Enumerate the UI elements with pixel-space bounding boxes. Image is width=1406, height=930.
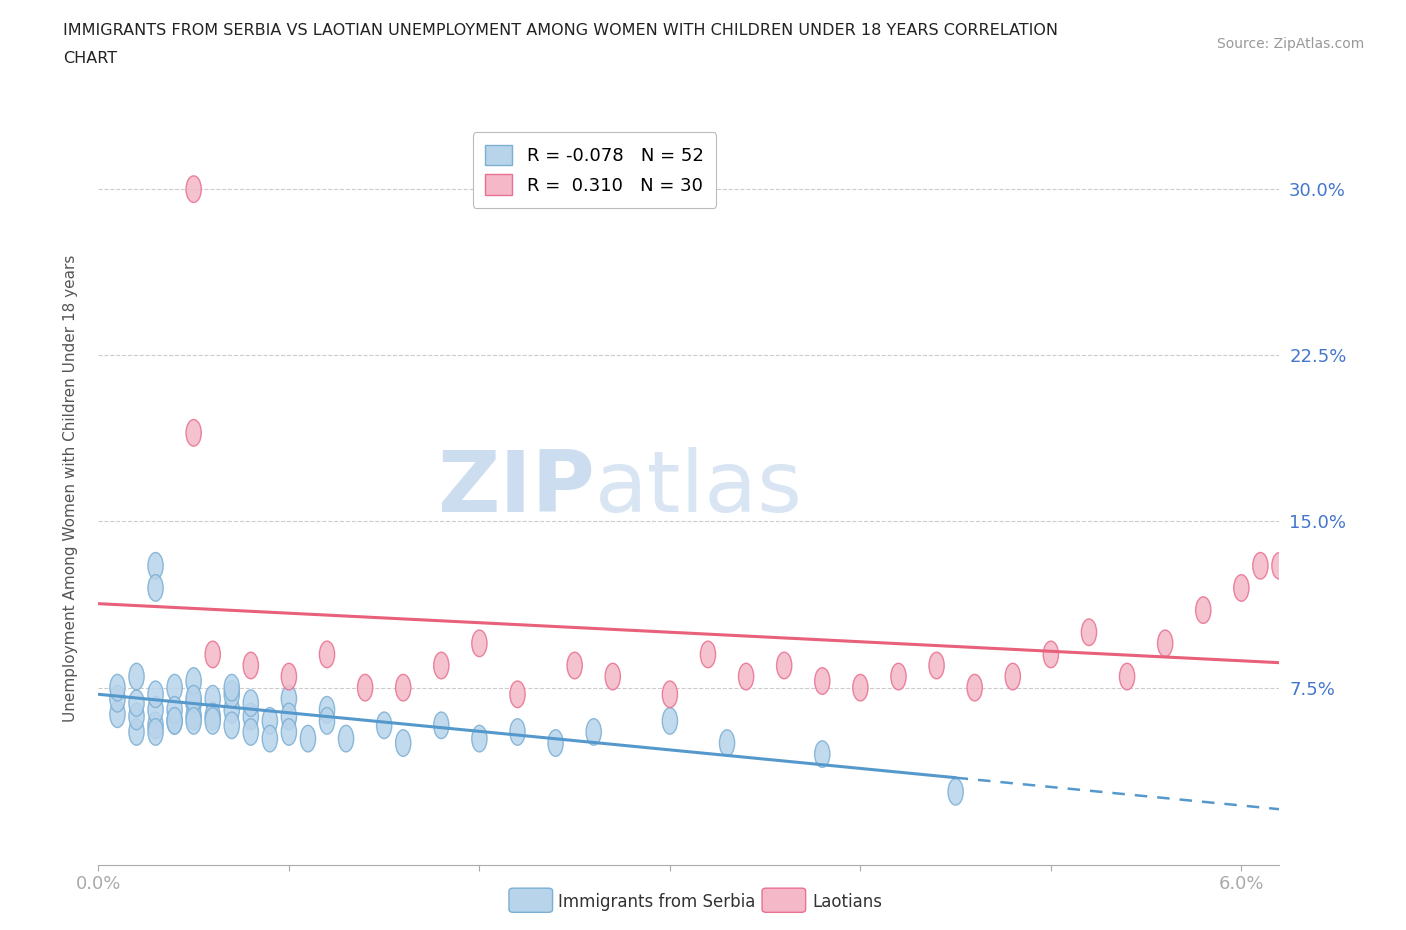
Ellipse shape xyxy=(186,668,201,695)
Ellipse shape xyxy=(567,652,582,679)
Y-axis label: Unemployment Among Women with Children Under 18 years: Unemployment Among Women with Children U… xyxy=(63,255,77,722)
Ellipse shape xyxy=(281,703,297,730)
Ellipse shape xyxy=(433,652,449,679)
Ellipse shape xyxy=(281,685,297,712)
Text: Laotians: Laotians xyxy=(813,893,883,911)
Ellipse shape xyxy=(224,674,239,701)
Ellipse shape xyxy=(1272,552,1286,579)
Ellipse shape xyxy=(1233,575,1249,602)
Ellipse shape xyxy=(662,681,678,708)
Text: IMMIGRANTS FROM SERBIA VS LAOTIAN UNEMPLOYMENT AMONG WOMEN WITH CHILDREN UNDER 1: IMMIGRANTS FROM SERBIA VS LAOTIAN UNEMPL… xyxy=(63,23,1059,38)
Ellipse shape xyxy=(662,708,678,734)
Ellipse shape xyxy=(357,674,373,701)
Ellipse shape xyxy=(510,719,524,745)
Text: Source: ZipAtlas.com: Source: ZipAtlas.com xyxy=(1216,37,1364,51)
Ellipse shape xyxy=(281,719,297,745)
Ellipse shape xyxy=(339,725,354,752)
Ellipse shape xyxy=(129,663,145,690)
Ellipse shape xyxy=(1119,663,1135,690)
Ellipse shape xyxy=(205,703,221,730)
Ellipse shape xyxy=(738,663,754,690)
Ellipse shape xyxy=(1005,663,1021,690)
Ellipse shape xyxy=(472,725,486,752)
FancyBboxPatch shape xyxy=(762,888,806,912)
Ellipse shape xyxy=(776,652,792,679)
Legend: R = -0.078   N = 52, R =  0.310   N = 30: R = -0.078 N = 52, R = 0.310 N = 30 xyxy=(472,132,716,208)
Ellipse shape xyxy=(377,712,392,738)
Ellipse shape xyxy=(814,668,830,695)
Ellipse shape xyxy=(700,641,716,668)
Ellipse shape xyxy=(948,778,963,805)
Ellipse shape xyxy=(186,176,201,203)
Ellipse shape xyxy=(129,690,145,716)
Ellipse shape xyxy=(129,719,145,745)
Ellipse shape xyxy=(148,681,163,708)
Ellipse shape xyxy=(186,685,201,712)
Ellipse shape xyxy=(243,652,259,679)
Ellipse shape xyxy=(814,741,830,767)
FancyBboxPatch shape xyxy=(509,888,553,912)
Ellipse shape xyxy=(110,701,125,727)
Ellipse shape xyxy=(167,708,183,734)
Ellipse shape xyxy=(853,674,868,701)
Ellipse shape xyxy=(605,663,620,690)
Ellipse shape xyxy=(1195,597,1211,623)
Ellipse shape xyxy=(243,719,259,745)
Ellipse shape xyxy=(148,712,163,738)
Ellipse shape xyxy=(929,652,945,679)
Ellipse shape xyxy=(319,641,335,668)
Ellipse shape xyxy=(263,708,277,734)
Ellipse shape xyxy=(967,674,983,701)
Ellipse shape xyxy=(720,730,735,756)
Ellipse shape xyxy=(224,697,239,724)
Ellipse shape xyxy=(167,674,183,701)
Ellipse shape xyxy=(148,552,163,579)
Ellipse shape xyxy=(586,719,602,745)
Text: CHART: CHART xyxy=(63,51,117,66)
Ellipse shape xyxy=(301,725,315,752)
Ellipse shape xyxy=(263,725,277,752)
Ellipse shape xyxy=(224,712,239,738)
Ellipse shape xyxy=(1157,630,1173,657)
Ellipse shape xyxy=(243,703,259,730)
Ellipse shape xyxy=(148,719,163,745)
Text: ZIP: ZIP xyxy=(437,446,595,530)
Ellipse shape xyxy=(510,681,524,708)
Ellipse shape xyxy=(243,690,259,716)
Ellipse shape xyxy=(167,697,183,724)
Ellipse shape xyxy=(319,708,335,734)
Ellipse shape xyxy=(205,708,221,734)
Ellipse shape xyxy=(1081,619,1097,645)
Text: Immigrants from Serbia: Immigrants from Serbia xyxy=(558,893,755,911)
Ellipse shape xyxy=(224,681,239,708)
Ellipse shape xyxy=(1043,641,1059,668)
Ellipse shape xyxy=(148,575,163,602)
Ellipse shape xyxy=(433,712,449,738)
Ellipse shape xyxy=(281,663,297,690)
Ellipse shape xyxy=(205,641,221,668)
Ellipse shape xyxy=(186,708,201,734)
Ellipse shape xyxy=(186,690,201,716)
Ellipse shape xyxy=(395,674,411,701)
Text: atlas: atlas xyxy=(595,446,803,530)
Ellipse shape xyxy=(129,703,145,730)
Ellipse shape xyxy=(472,630,486,657)
Ellipse shape xyxy=(110,674,125,701)
Ellipse shape xyxy=(891,663,905,690)
Ellipse shape xyxy=(186,419,201,446)
Ellipse shape xyxy=(110,685,125,712)
Ellipse shape xyxy=(186,703,201,730)
Ellipse shape xyxy=(395,730,411,756)
Ellipse shape xyxy=(548,730,564,756)
Ellipse shape xyxy=(1253,552,1268,579)
Ellipse shape xyxy=(205,685,221,712)
Ellipse shape xyxy=(319,697,335,724)
Ellipse shape xyxy=(148,697,163,724)
Ellipse shape xyxy=(167,708,183,734)
